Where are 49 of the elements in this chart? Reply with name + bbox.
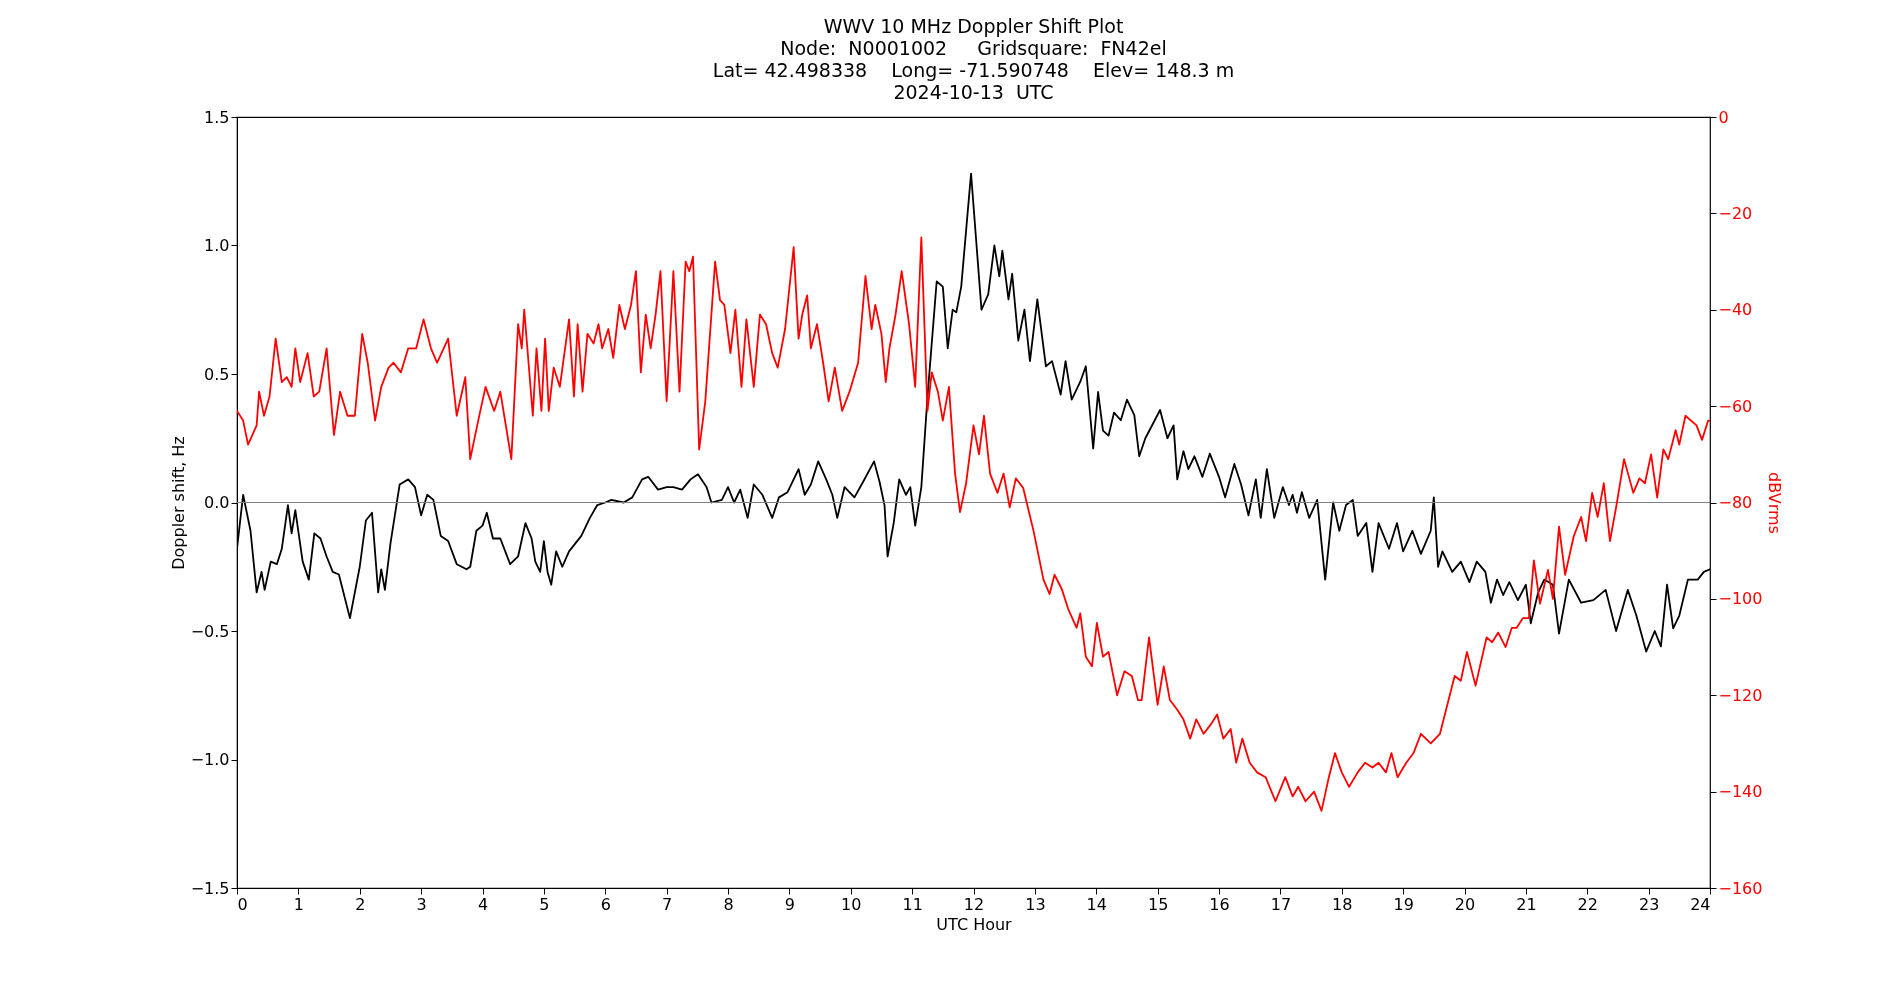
x-tick-label: 4 [477, 894, 489, 914]
chart-title: WWV 10 MHz Doppler Shift Plot [823, 15, 1124, 37]
x-tick-label: 0 [237, 894, 248, 914]
y2-tick-label: −120 [1718, 685, 1763, 705]
x-tick-label: 3 [416, 894, 427, 914]
x-tick-label: 6 [600, 894, 611, 914]
x-tick-label: 21 [1516, 894, 1537, 914]
x-tick-label: 19 [1393, 894, 1414, 914]
y-tick-label: −0.5 [190, 621, 230, 641]
x-tick-label: 9 [784, 894, 795, 914]
x-tick-label: 14 [1086, 894, 1107, 914]
x-tick-label: 10 [841, 894, 862, 914]
y2-tick-label: −140 [1718, 782, 1763, 802]
y-axis-title: Doppler shift, Hz [168, 436, 188, 570]
text: Lat= 42.498338 Long= -71.590748 Elev= 148.3 m [712, 59, 1235, 81]
y-tick-label: −1.5 [190, 878, 230, 898]
line-series [237, 236, 1710, 812]
y-tick-label: 0.5 [204, 364, 230, 384]
x-tick-label: 20 [1454, 894, 1476, 914]
x-tick-label: 16 [1209, 894, 1230, 914]
x-tick-label: 13 [1025, 894, 1046, 914]
x-tick-label: 23 [1638, 894, 1660, 914]
x-tick-label: 7 [662, 894, 673, 914]
y2-tick-label: 0 [1718, 107, 1729, 127]
x-tick-label: 17 [1270, 894, 1292, 914]
y-tick-label: −1.0 [190, 750, 230, 769]
text: 2024-10-13 UTC [893, 81, 1054, 103]
x-tick-label: 5 [539, 894, 550, 914]
y2-tick-label: −60 [1718, 396, 1753, 416]
y2-tick-label: −80 [1718, 493, 1753, 512]
x-tick-label: 2 [355, 894, 366, 914]
y-tick-label: 0.0 [204, 493, 230, 512]
x-tick-label: 15 [1147, 894, 1169, 914]
y-tick-label: 1.0 [204, 236, 230, 255]
text: Node: N0001002 Gridsquare: FN42el [780, 37, 1167, 59]
y2-tick-label: −40 [1718, 300, 1753, 320]
y2-tick-label: −20 [1718, 203, 1753, 223]
y2-tick-label: −100 [1718, 589, 1763, 609]
x-axis-title: UTC Hour [936, 914, 1013, 934]
x-tick-label: 22 [1577, 894, 1598, 914]
y-tick-label: 1.5 [204, 107, 230, 127]
x-tick-label: 12 [963, 894, 985, 914]
x-tick-label: 24 [1690, 894, 1711, 914]
x-tick-label: 18 [1332, 894, 1353, 914]
y2-tick-label: −160 [1718, 878, 1763, 898]
y2-axis-title: dBVrms [1765, 472, 1785, 534]
x-tick-label: 8 [723, 894, 734, 914]
x-tick-label: 1 [293, 894, 304, 914]
x-tick-label: 11 [902, 894, 923, 914]
